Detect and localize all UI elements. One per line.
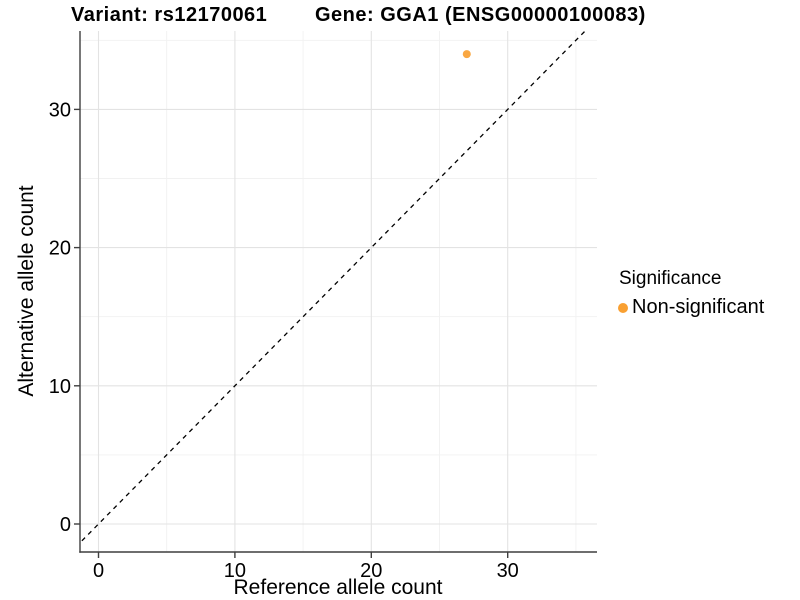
gene-title: Gene: GGA1 (ENSG00000100083) [315, 4, 646, 26]
legend: Significance Non-significant [618, 268, 764, 319]
x-tick-label: 20 [360, 560, 382, 582]
x-axis-title: Reference allele count [233, 576, 443, 599]
legend-point-icon [618, 302, 628, 313]
y-tick-label: 20 [49, 238, 71, 260]
y-tick-label: 0 [60, 514, 71, 536]
y-tick-label: 30 [49, 99, 71, 121]
variant-title: Variant: rs12170061 [71, 4, 268, 26]
legend-title: Significance [619, 268, 722, 289]
x-tick-label: 30 [497, 560, 519, 582]
legend-entry: Non-significant [618, 296, 764, 319]
x-tick-label: 0 [93, 560, 104, 582]
legend-entry-label: Non-significant [632, 296, 765, 318]
data-point [462, 50, 471, 59]
identity-dashed-line [80, 31, 586, 544]
y-tick-label: 10 [49, 376, 71, 398]
x-tick-label: 10 [224, 560, 246, 582]
y-axis-title: Alternative allele count [15, 185, 38, 397]
